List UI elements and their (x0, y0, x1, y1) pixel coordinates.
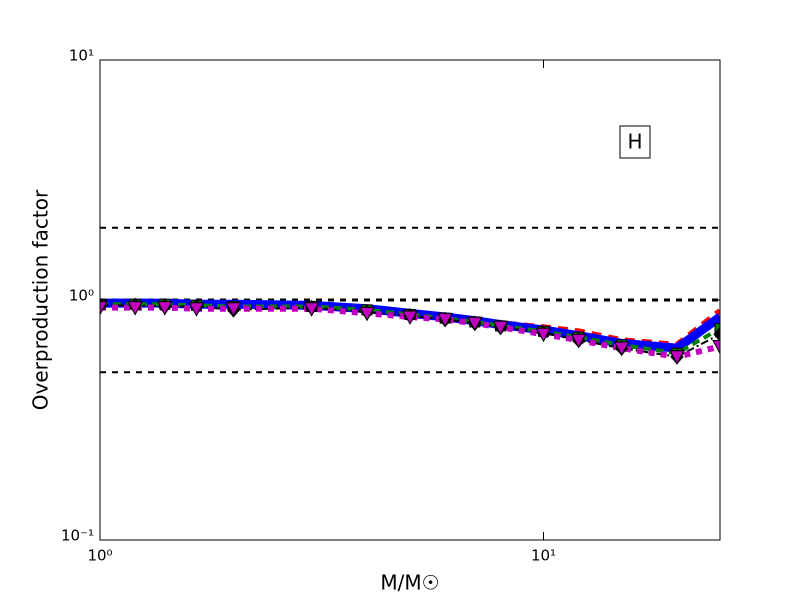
marker (359, 306, 375, 322)
y-tick-label: 10¹ (69, 47, 94, 65)
plot-area (100, 226, 720, 374)
x-axis-title: M/M☉ (380, 571, 439, 595)
marker (613, 341, 630, 357)
x-tick-label: 10⁰ (87, 547, 112, 565)
marker (156, 301, 173, 316)
marker (466, 316, 483, 332)
marker (669, 350, 685, 365)
y-tick-label: 10⁰ (69, 287, 94, 305)
annotation: H (627, 130, 642, 154)
marker (100, 301, 108, 316)
x-tick-label: 10¹ (531, 547, 556, 565)
series-line (100, 304, 720, 358)
marker (127, 301, 143, 316)
marker (188, 302, 205, 317)
marker (492, 320, 509, 336)
marker (570, 333, 587, 349)
marker (402, 310, 418, 325)
marker (714, 323, 720, 335)
y-axis-title: Overproduction factor (29, 189, 53, 410)
annotation-box (619, 125, 651, 159)
series-line (100, 304, 720, 360)
marker (225, 302, 242, 317)
marker (713, 326, 720, 343)
marker (712, 340, 720, 355)
marker (437, 312, 453, 328)
y-tick-label: 10⁻¹ (61, 527, 94, 545)
marker (303, 302, 320, 317)
marker (535, 327, 552, 343)
